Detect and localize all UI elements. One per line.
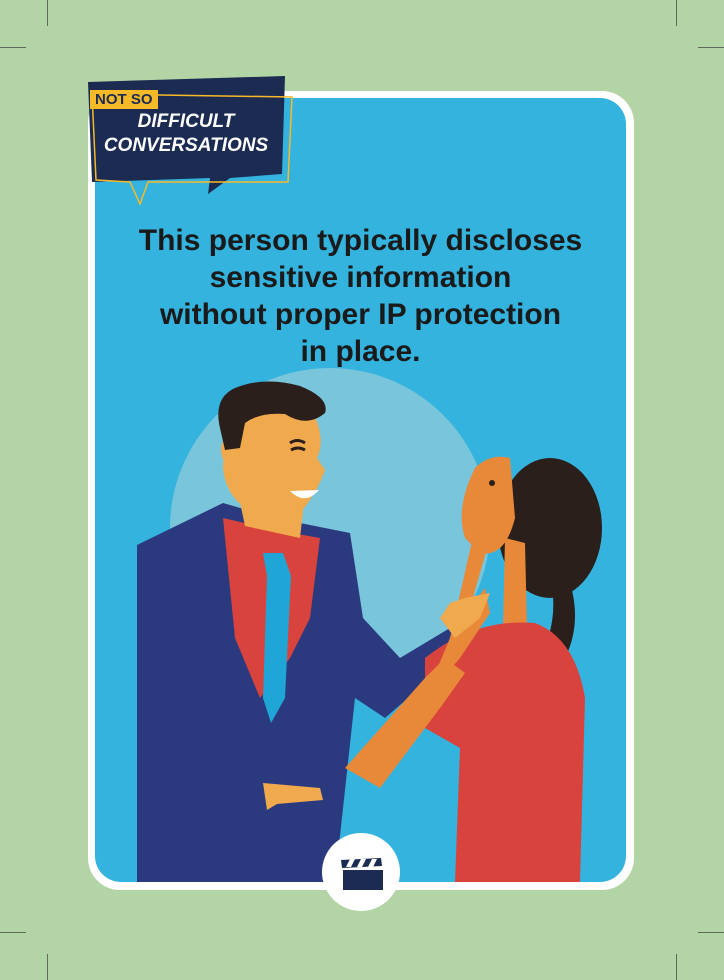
crop-mark — [676, 0, 677, 26]
badge-title-line-1: DIFFICULT — [137, 111, 235, 132]
man-suit — [137, 503, 460, 882]
man-hair — [218, 381, 326, 450]
crop-mark — [676, 954, 677, 980]
man-hand — [263, 783, 323, 810]
woman-dress — [425, 622, 585, 882]
crop-mark — [698, 932, 724, 933]
headline-line-3: without proper IP protection — [159, 298, 562, 331]
clapperboard-button — [322, 833, 400, 911]
man-head — [223, 396, 325, 513]
headline: This person typically discloses sensitiv… — [95, 222, 626, 370]
man-smile — [290, 490, 319, 499]
crop-mark — [47, 0, 48, 26]
woman-raised-hand — [440, 593, 490, 638]
crop-mark — [0, 47, 26, 48]
conversation-illustration — [137, 368, 602, 882]
headline-line-4: in place. — [300, 335, 421, 368]
crop-mark — [698, 47, 724, 48]
badge-label: NOT SO — [90, 90, 158, 109]
headline-line-2: sensitive information — [209, 261, 512, 294]
crop-mark — [47, 954, 48, 980]
badge-title-line-2: CONVERSATIONS — [103, 135, 269, 156]
crop-mark — [0, 932, 26, 933]
headline-line-1: This person typically discloses — [138, 224, 583, 257]
man-tie — [263, 553, 291, 723]
man-eye — [289, 439, 306, 445]
card-panel: This person typically discloses sensitiv… — [95, 98, 626, 882]
woman-arm — [345, 658, 465, 788]
clapperboard-icon — [341, 858, 383, 890]
